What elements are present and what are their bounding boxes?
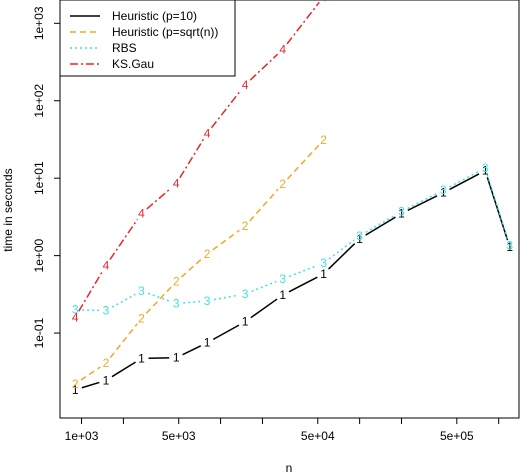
y-axis-title: time in seconds: [1, 168, 15, 251]
series-segment: [486, 174, 509, 240]
data-point-label: 3: [279, 272, 286, 286]
data-point-label: 1: [506, 240, 513, 254]
data-point-label: 3: [482, 161, 489, 175]
data-point-label: 3: [320, 256, 327, 270]
series-segment: [81, 381, 100, 389]
x-axis-title: n: [286, 461, 293, 475]
data-point-label: 1: [173, 351, 180, 365]
data-point-label: 1: [138, 351, 145, 365]
series-segment: [80, 366, 101, 381]
data-point-label: 1: [204, 336, 211, 350]
series-segment: [449, 170, 480, 188]
x-tick-label: 5e+03: [162, 429, 196, 443]
series-segment: [213, 294, 239, 301]
data-point-label: 3: [398, 205, 405, 219]
legend-label: RBS: [112, 41, 137, 55]
data-point-label: 4: [72, 310, 79, 324]
x-axis: 1e+03 5e+03 5e+04 5e+05: [65, 418, 500, 443]
data-point-label: 2: [138, 311, 145, 325]
series-segment: [212, 229, 240, 251]
data-point-label: 3: [72, 303, 79, 317]
series-2: 2 2 2 2 2 2 2 2: [72, 133, 327, 391]
series-segment: [182, 345, 202, 356]
data-point-label: 4: [204, 126, 211, 140]
series-segment: [210, 89, 242, 129]
legend: Heuristic (p=10) Heuristic (p=sqrt(n)) RBS…: [59, 0, 236, 77]
y-tick-label: 1e+01: [32, 161, 46, 195]
series-segment: [407, 192, 438, 210]
legend-label: Heuristic (p=sqrt(n)): [112, 25, 218, 39]
data-point-label: 4: [242, 78, 249, 92]
data-point-label: 4: [138, 206, 145, 220]
data-point-label: 1: [482, 164, 489, 178]
legend-label: Heuristic (p=10): [112, 9, 197, 23]
series-segment: [146, 187, 172, 210]
data-point-label: 2: [242, 219, 249, 233]
series-segment: [212, 324, 240, 341]
x-tick-label: 1e+03: [65, 429, 99, 443]
series-segment: [111, 361, 136, 378]
series-segment: [449, 173, 480, 191]
series-segment: [250, 298, 278, 319]
data-point-label: 3: [138, 284, 145, 298]
series-segment: [365, 214, 396, 233]
data-point-label: 2: [103, 356, 110, 370]
series-4: 4 4 4 4 4 4 4 4: [72, 0, 327, 324]
data-point-label: 4: [103, 258, 110, 272]
data-point-label: 2: [173, 275, 180, 289]
data-point-label: 1: [279, 288, 286, 302]
data-point-label: 3: [103, 304, 110, 318]
data-point-label: 3: [506, 239, 513, 253]
x-tick-label: 5e+05: [440, 429, 474, 443]
series-segment: [180, 258, 203, 278]
y-tick-label: 1e+00: [32, 238, 46, 272]
data-point-label: 4: [173, 177, 180, 191]
y-tick-label: 1e-01: [32, 317, 46, 348]
series-segment: [109, 323, 138, 359]
series-segment: [286, 144, 320, 180]
data-point-label: 3: [173, 297, 180, 311]
data-point-label: 2: [279, 177, 286, 191]
series-segment: [249, 188, 279, 222]
series-segment: [288, 276, 318, 293]
data-point-label: 1: [72, 383, 79, 397]
series-segment: [328, 243, 356, 270]
data-point-label: 2: [72, 377, 79, 391]
series-segment: [249, 53, 279, 81]
data-point-label: 2: [320, 133, 327, 147]
data-point-label: 3: [242, 287, 249, 301]
data-point-label: 4: [279, 42, 286, 56]
series-segment: [286, 1, 320, 45]
data-point-label: 3: [204, 294, 211, 308]
series-segment: [147, 292, 170, 302]
data-point-label: 4: [320, 0, 327, 4]
data-point-label: 3: [440, 183, 447, 197]
data-point-label: 1: [320, 267, 327, 281]
x-tick-label: 5e+04: [301, 429, 335, 443]
series-segment: [179, 138, 205, 179]
series-segment: [407, 195, 438, 212]
y-axis: 1e-01 1e+00 1e+01 1e+02 1e+03: [32, 6, 60, 348]
series-segment: [78, 270, 104, 312]
data-point-label: 3: [356, 229, 363, 243]
data-point-label: 2: [204, 247, 211, 261]
y-tick-label: 1e+02: [32, 84, 46, 118]
series-segment: [328, 239, 355, 260]
legend-label: KS.Gau: [112, 57, 154, 71]
data-point-label: 1: [398, 206, 405, 220]
data-point-label: 1: [356, 232, 363, 246]
data-point-label: 1: [440, 186, 447, 200]
series-3: 3 3 3 3 3 3 3 3 3 3 3 3 3: [72, 161, 514, 318]
data-point-label: 1: [103, 373, 110, 387]
series-segment: [145, 286, 172, 314]
y-tick-label: 1e+03: [32, 6, 46, 40]
data-point-label: 1: [242, 315, 249, 329]
series-segment: [365, 216, 396, 236]
